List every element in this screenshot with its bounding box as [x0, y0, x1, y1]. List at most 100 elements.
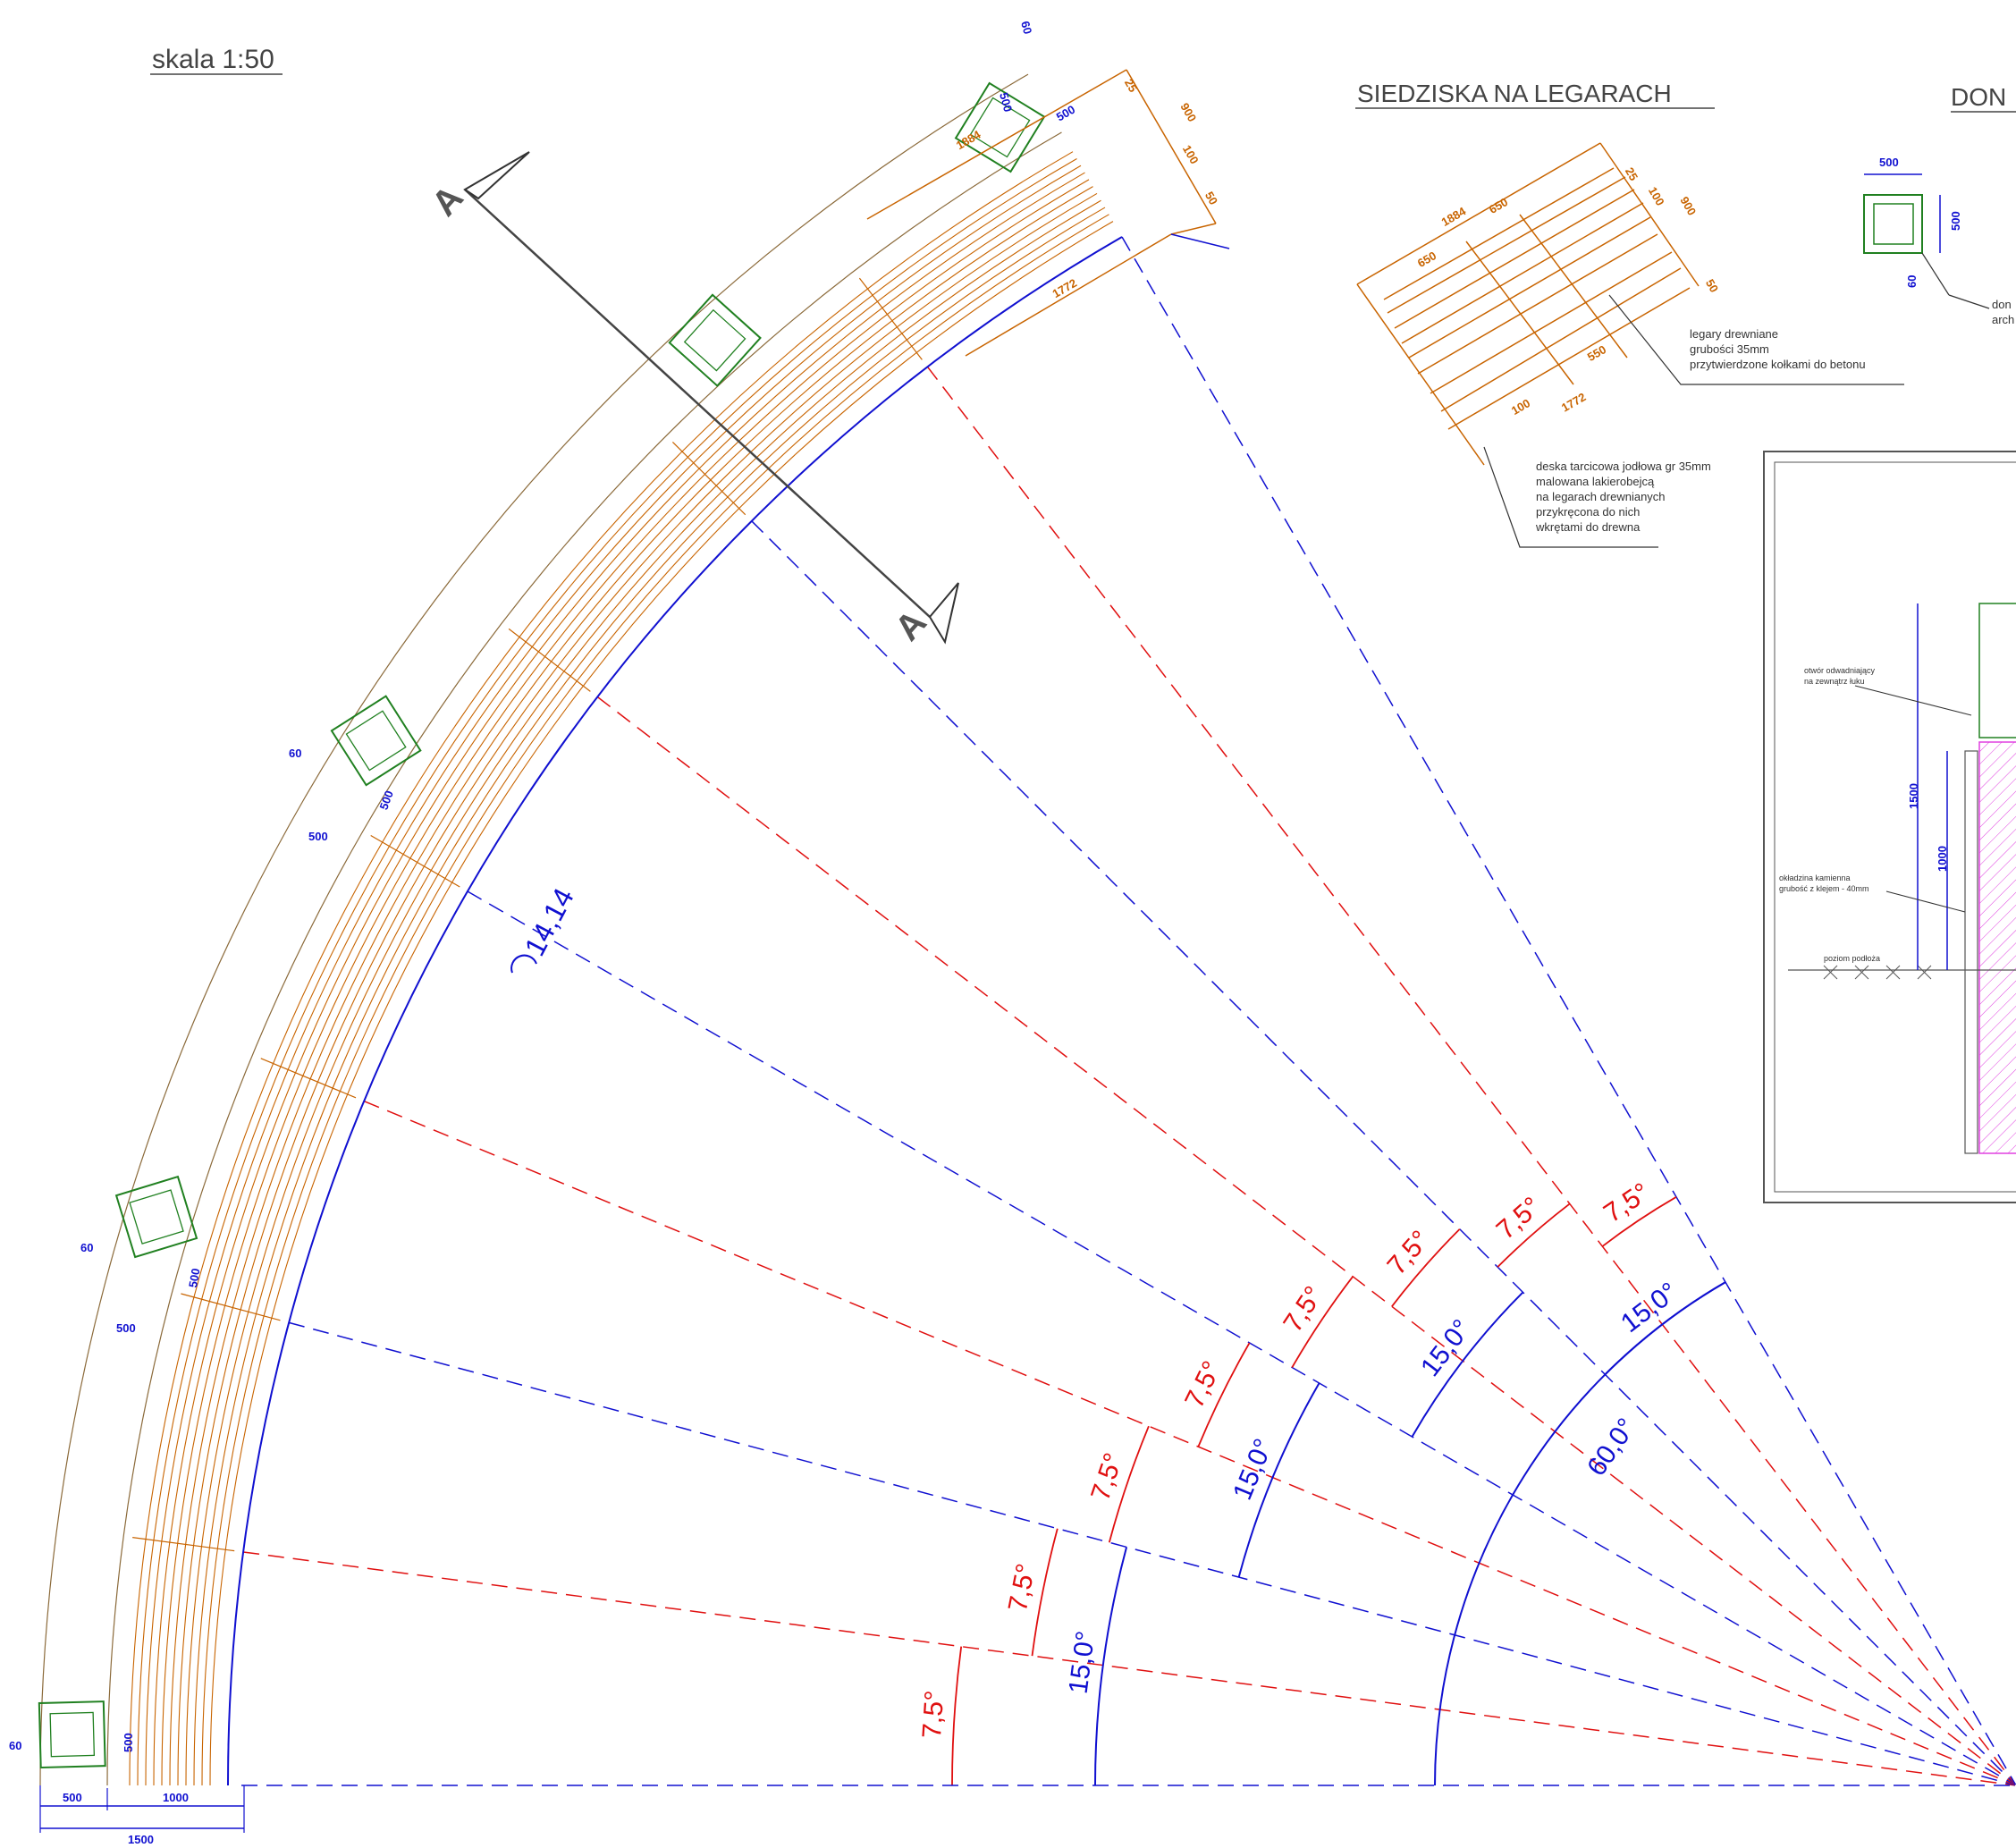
- section-title: SIEDZISKA NA LEGARACH: [1357, 80, 1672, 107]
- post-dimension-labels: 60 500 60 500 500 60 500 500 60 500 500: [9, 20, 1077, 1752]
- angle-label-blue: 15,0°: [1415, 1314, 1477, 1382]
- svg-text:50: 50: [1703, 277, 1721, 295]
- angle-label-red: 7,5°: [1382, 1225, 1436, 1280]
- angle-arc-red: [1391, 1228, 1461, 1307]
- angle-arc-red: [1031, 1528, 1059, 1657]
- post-outer: [954, 81, 1046, 173]
- post-inner: [49, 1711, 96, 1758]
- svg-text:otwór odwadniający: otwór odwadniający: [1804, 666, 1876, 675]
- svg-text:500: 500: [376, 789, 396, 812]
- post: [330, 695, 422, 787]
- post: [38, 1700, 106, 1769]
- svg-text:don: don: [1992, 298, 2012, 311]
- svg-text:500: 500: [997, 91, 1015, 114]
- svg-text:grubość z klejem - 40mm: grubość z klejem - 40mm: [1779, 884, 1869, 893]
- svg-text:60: 60: [1905, 275, 1919, 288]
- angle-arc-blue: [1237, 1382, 1320, 1578]
- svg-text:50: 50: [1202, 190, 1220, 207]
- svg-text:500: 500: [116, 1321, 136, 1335]
- svg-text:legary drewniane: legary drewniane: [1690, 327, 1778, 341]
- radial-line: [926, 366, 2016, 1785]
- angle-label-red: 7,5°: [1179, 1356, 1227, 1413]
- svg-text:na zewnątrz łuku: na zewnątrz łuku: [1804, 677, 1865, 686]
- post: [114, 1175, 198, 1259]
- svg-text:500: 500: [1949, 211, 1962, 231]
- svg-text:1884: 1884: [1439, 204, 1469, 229]
- angle-arc-big: [1434, 1281, 1726, 1786]
- arc-length-label: 14,14: [518, 882, 579, 961]
- plan-top-blue-tick: [1170, 233, 1230, 249]
- radial-line: [363, 1100, 2016, 1786]
- post-inner: [683, 308, 747, 372]
- svg-text:500: 500: [186, 1267, 203, 1288]
- svg-text:deska tarcicowa jodłowa gr 35m: deska tarcicowa jodłowa gr 35mm: [1536, 460, 1711, 473]
- angle-arc-red: [1108, 1425, 1150, 1543]
- joist-line: [508, 628, 591, 692]
- angle-label-red: 7,5°: [1278, 1281, 1329, 1337]
- svg-text:1000: 1000: [1936, 846, 1949, 872]
- angle-label-big: 60,0°: [1582, 1413, 1641, 1481]
- svg-text:malowana lakierobejcą: malowana lakierobejcą: [1536, 475, 1655, 488]
- angle-label-red: 7,5°: [1491, 1192, 1547, 1245]
- seat-board-arc: [145, 165, 1082, 1786]
- svg-text:1500: 1500: [1907, 783, 1920, 809]
- svg-text:500: 500: [122, 1733, 135, 1752]
- svg-text:1000: 1000: [163, 1791, 189, 1804]
- post-outer: [38, 1700, 106, 1769]
- svg-text:25: 25: [1623, 165, 1641, 183]
- angle-arc-red: [1197, 1342, 1251, 1447]
- seat-board-arc: [201, 214, 1109, 1786]
- angle-label-blue: 15,0°: [1615, 1277, 1683, 1338]
- post-outer: [114, 1175, 198, 1259]
- bench-posts: [38, 81, 1046, 1769]
- angle-arc-red: [1497, 1202, 1571, 1268]
- angle-arc-blue: [1094, 1547, 1128, 1786]
- angle-arc-red: [951, 1646, 963, 1786]
- post-inner: [129, 1189, 184, 1245]
- scale-label: skala 1:50: [152, 45, 274, 74]
- radial-line: [467, 890, 2016, 1786]
- plan-top-dim-lines: [866, 69, 1217, 357]
- joist-line: [132, 1537, 235, 1552]
- section-detail-frame: 1500 1000 otwór odwadniający na zewnątrz…: [1763, 451, 2016, 1203]
- post-inner: [345, 710, 407, 772]
- svg-text:60: 60: [80, 1241, 93, 1254]
- angle-label-red: 7,5°: [917, 1690, 949, 1740]
- svg-text:100: 100: [1180, 143, 1202, 166]
- svg-text:100: 100: [1646, 184, 1667, 207]
- svg-text:650: 650: [1415, 249, 1438, 270]
- svg-text:60: 60: [9, 1739, 21, 1752]
- joist-line: [260, 1058, 357, 1099]
- post: [668, 293, 762, 387]
- svg-text:przytwierdzone kołkami do beto: przytwierdzone kołkami do betonu: [1690, 358, 1866, 371]
- svg-text:wkrętami do drewna: wkrętami do drewna: [1535, 520, 1641, 534]
- radial-guide-lines: [243, 236, 2016, 1786]
- svg-text:okładzina kamienna: okładzina kamienna: [1779, 873, 1851, 882]
- svg-text:900: 900: [1677, 194, 1699, 217]
- radial-line: [596, 696, 2016, 1785]
- base-dimensions: 500 1000 1500: [39, 1785, 245, 1846]
- seat-detail-drawing: 1884 650 650 25 100 900 50 550 100 1772 …: [1356, 142, 1904, 548]
- section-marker-bottom: A: [888, 603, 934, 648]
- radial-line: [288, 1321, 2016, 1786]
- outer-arc: [39, 73, 1029, 1786]
- svg-text:poziom podłoża: poziom podłoża: [1824, 954, 1880, 963]
- svg-text:550: 550: [1585, 342, 1608, 364]
- svg-text:arch: arch: [1992, 313, 2014, 326]
- svg-text:500: 500: [63, 1791, 82, 1804]
- svg-text:1500: 1500: [128, 1833, 154, 1846]
- angle-label-red: 7,5°: [1003, 1561, 1042, 1614]
- post-outer: [330, 695, 422, 787]
- section-marker-top: A: [425, 178, 471, 224]
- svg-text:60: 60: [1018, 20, 1034, 36]
- svg-text:na legarach drewnianych: na legarach drewnianych: [1536, 490, 1666, 503]
- angle-label-blue: 15,0°: [1064, 1629, 1101, 1695]
- svg-text:500: 500: [308, 830, 328, 843]
- angle-arc-blue: [1411, 1291, 1524, 1438]
- svg-text:60: 60: [289, 747, 301, 760]
- bench-arcs: [39, 73, 1123, 1786]
- svg-text:grubości 35mm: grubości 35mm: [1690, 342, 1769, 356]
- post-outer: [668, 293, 762, 387]
- svg-text:1772: 1772: [1559, 390, 1589, 414]
